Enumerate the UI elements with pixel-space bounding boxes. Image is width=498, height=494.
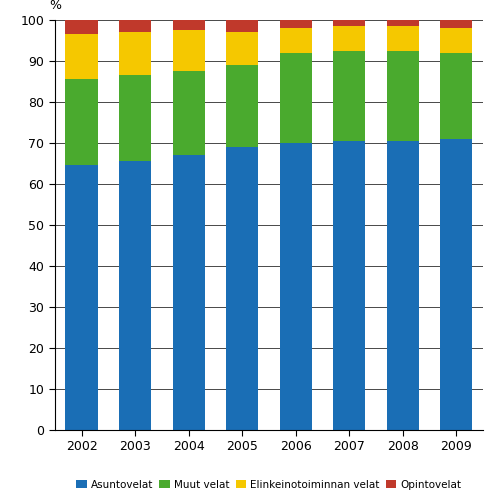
Bar [172,30,205,71]
Bar [333,50,365,141]
Bar [66,79,98,165]
Bar [387,26,419,50]
Bar [280,52,312,143]
Bar [387,141,419,430]
Bar [333,26,365,50]
Bar [387,20,419,26]
Legend: Asuntovelat, Muut velat, Elinkeinotoiminnan velat, Opintovelat: Asuntovelat, Muut velat, Elinkeinotoimin… [76,480,462,490]
Bar [66,20,98,34]
Bar [440,139,472,430]
Bar [66,34,98,79]
Bar [226,32,258,65]
Bar [280,143,312,430]
Bar [387,50,419,141]
Bar [333,141,365,430]
Bar [226,65,258,147]
Bar [333,20,365,26]
Text: %: % [49,0,61,11]
Bar [226,147,258,430]
Bar [66,165,98,430]
Bar [280,20,312,28]
Bar [119,75,151,161]
Bar [119,32,151,75]
Bar [280,28,312,52]
Bar [119,161,151,430]
Bar [119,20,151,32]
Bar [172,71,205,155]
Bar [172,20,205,30]
Bar [440,28,472,52]
Bar [172,155,205,430]
Bar [226,20,258,32]
Bar [440,52,472,139]
Bar [440,20,472,28]
